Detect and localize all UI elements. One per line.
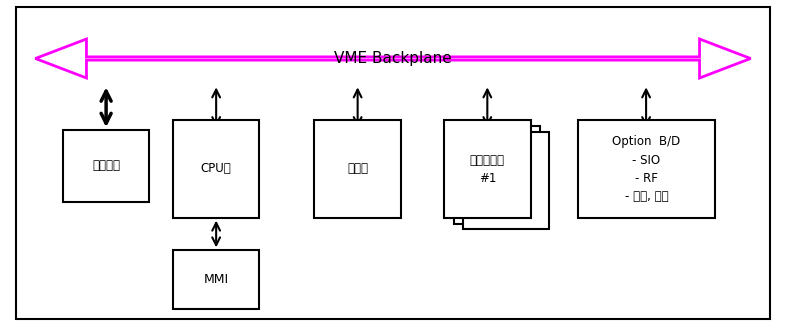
Bar xyxy=(173,250,259,309)
Text: MMI: MMI xyxy=(204,273,229,286)
Bar xyxy=(463,132,549,229)
Text: Option  B/D
- SIO
- RF
- 시보, 음성: Option B/D - SIO - RF - 시보, 음성 xyxy=(612,136,681,202)
Bar xyxy=(63,130,149,202)
Text: 차량검지부
#1: 차량검지부 #1 xyxy=(470,153,505,185)
Text: 통신부: 통신부 xyxy=(347,162,368,176)
Bar xyxy=(314,120,401,218)
Bar xyxy=(578,120,715,218)
Text: CPU부: CPU부 xyxy=(200,162,232,176)
Bar xyxy=(444,120,531,218)
Polygon shape xyxy=(35,39,751,78)
Text: VME Backplane: VME Backplane xyxy=(334,51,452,66)
Bar xyxy=(454,126,540,224)
Text: 전원장치: 전원장치 xyxy=(92,159,120,172)
Bar xyxy=(173,120,259,218)
